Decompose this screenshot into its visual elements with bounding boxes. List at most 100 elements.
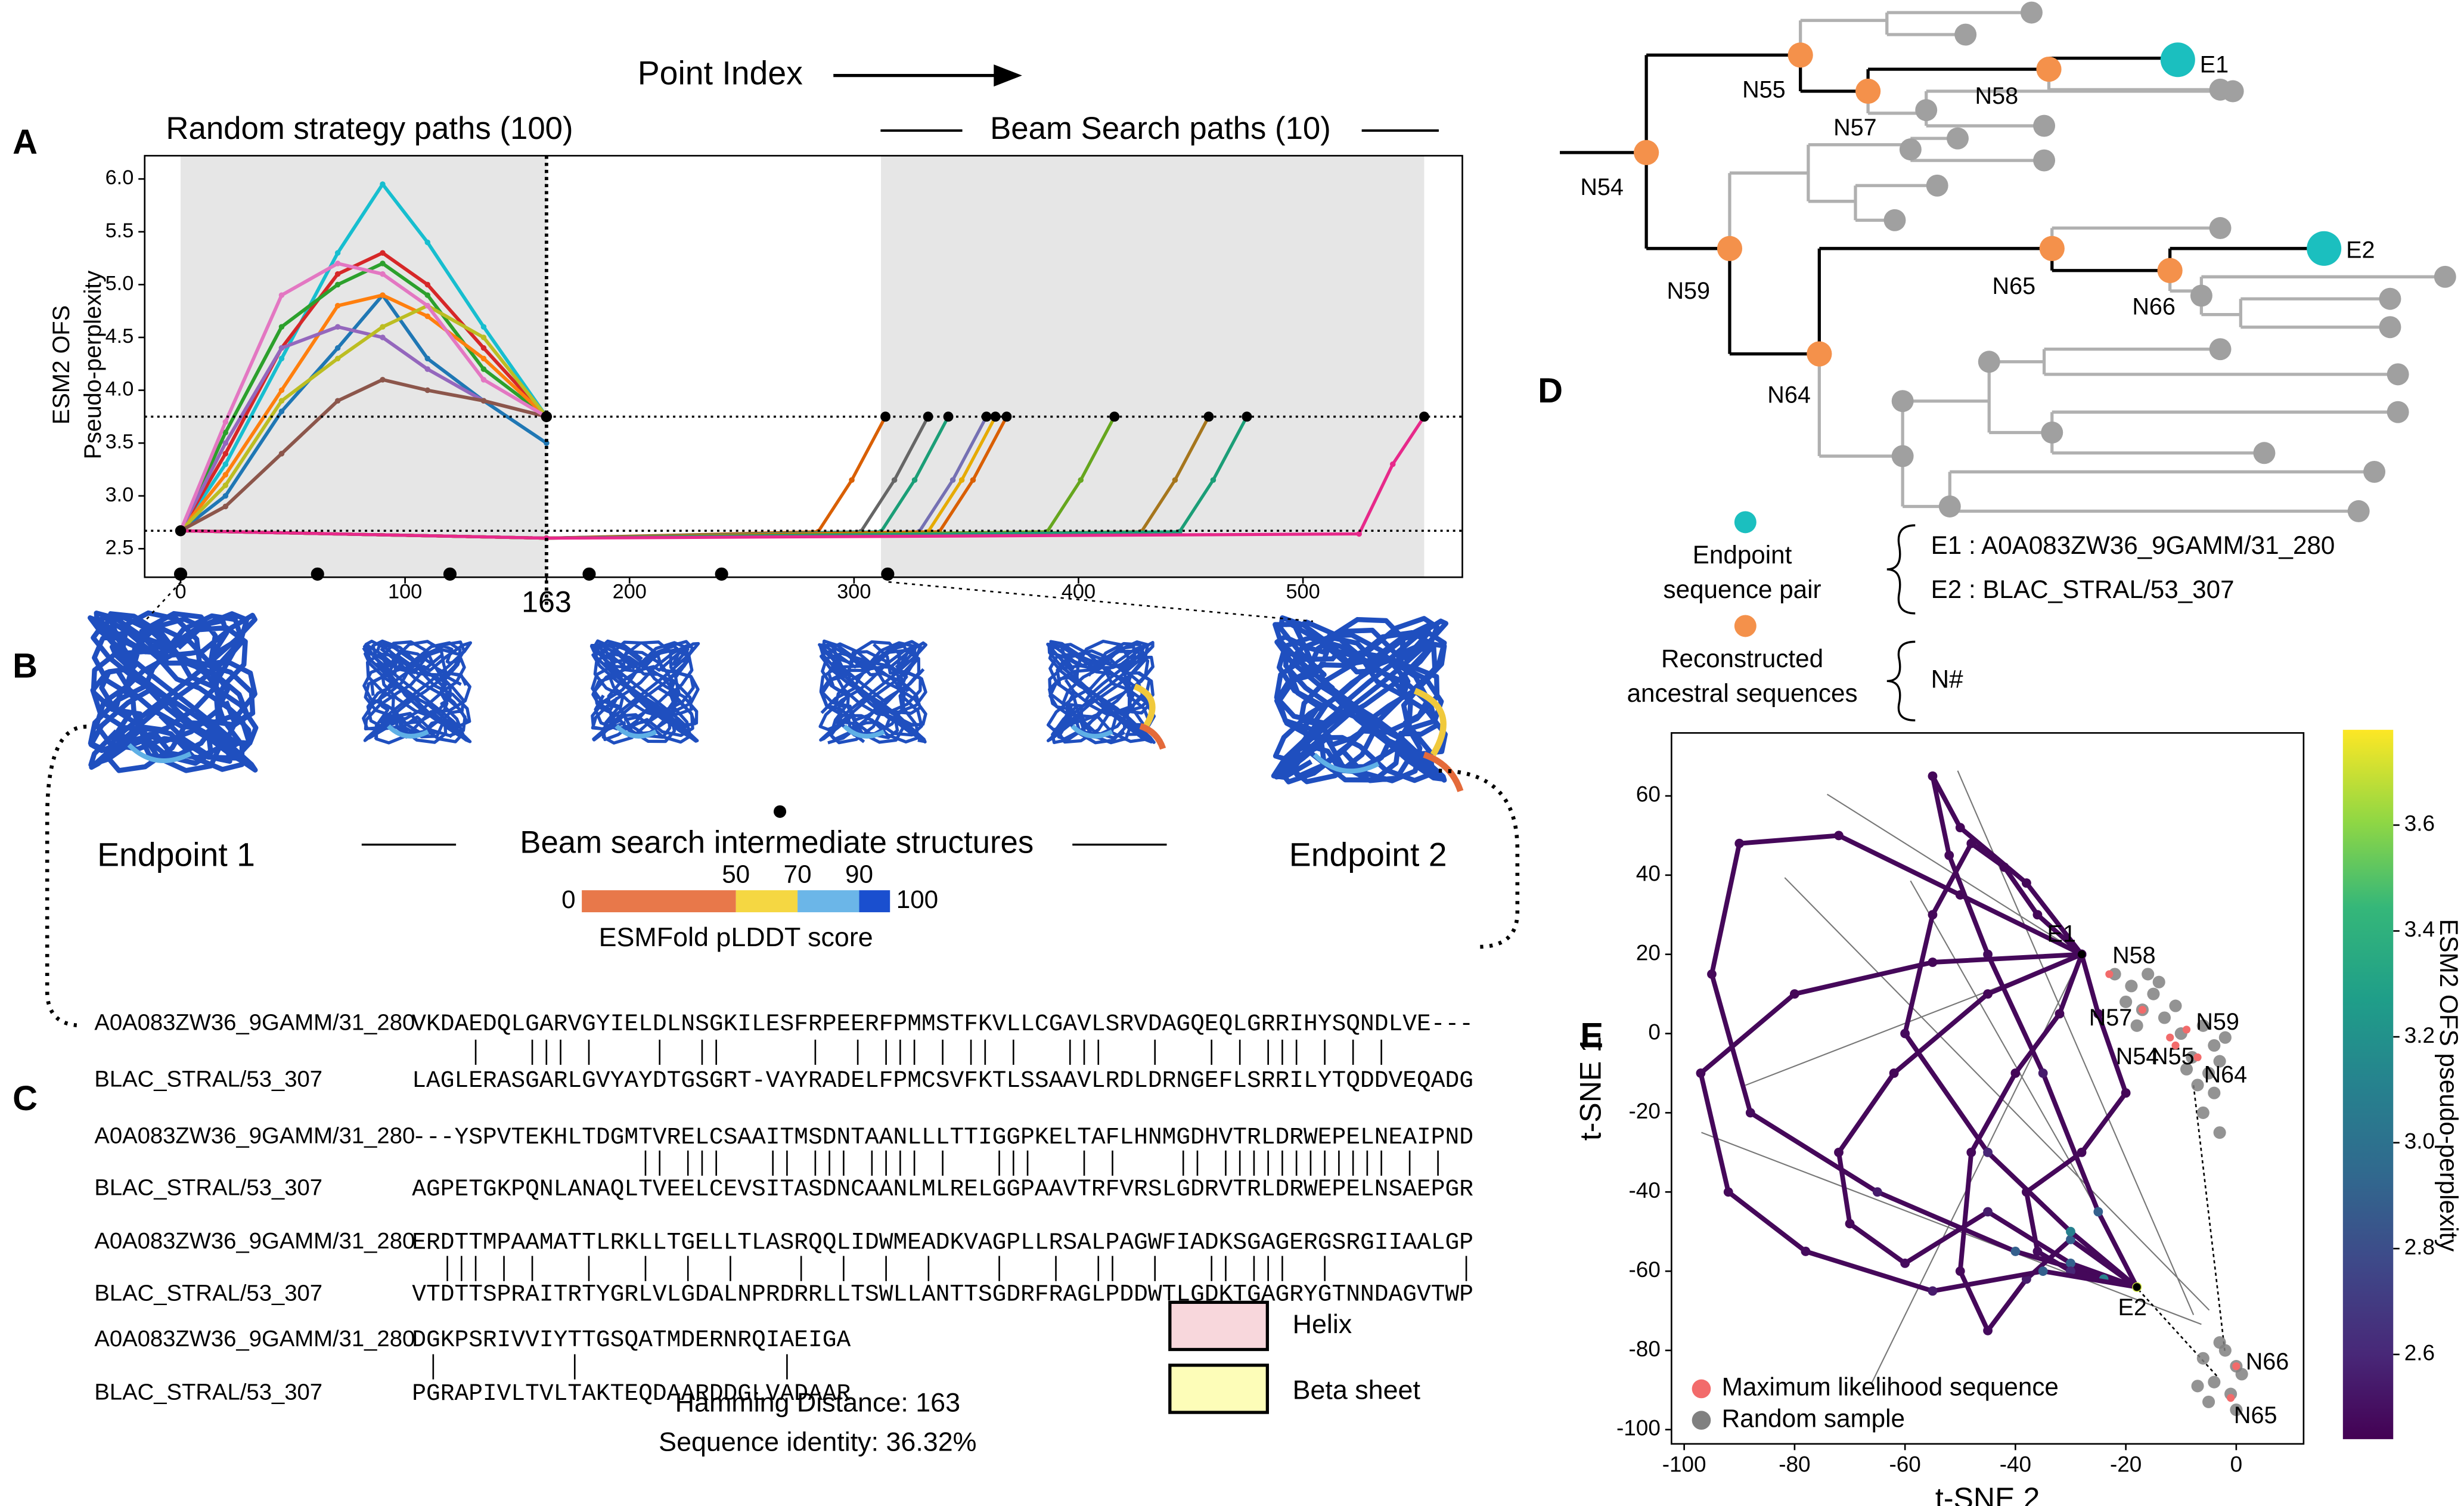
sequence: DGKPSRIVVIYTTGSQATMDERNRQIAEIGA (412, 1327, 851, 1353)
y-tick-label: 6.0 (105, 166, 134, 189)
colorbar-tick-label: 3.4 (2404, 917, 2435, 941)
node-label: N54 (1580, 174, 1624, 200)
trajectory-point (1845, 1219, 1855, 1229)
sequence: AGPETGKPQNLANAQLTVEELCEVSITASDNCAANLMLRE… (412, 1176, 1473, 1203)
series-point (849, 477, 855, 483)
structure-point (881, 567, 895, 581)
connector (45, 724, 87, 1028)
y-tick-label: -100 (1616, 1416, 1661, 1440)
random-point (2213, 1126, 2226, 1139)
random-point (2169, 999, 2182, 1012)
trajectory-point (1834, 1147, 1844, 1157)
sequence-name: A0A083ZW36_9GAMM/31_280 (94, 1326, 415, 1352)
hamming: Hamming Distance: 163 (675, 1387, 960, 1418)
trajectory-point (1900, 1028, 1910, 1039)
random-point (2202, 1067, 2215, 1080)
series-point (480, 334, 487, 340)
y-tick-label: 3.5 (105, 430, 134, 453)
series-point (334, 324, 341, 330)
node-key: N# (1931, 665, 1963, 693)
y-tick-label: 5.0 (105, 272, 134, 295)
series-point (278, 387, 285, 393)
beam-endpoint (923, 411, 933, 422)
trajectory-point (1983, 1147, 1993, 1157)
node-label: N57 (1833, 114, 1877, 141)
protein-structure (818, 639, 927, 745)
plddt-tick: 100 (896, 885, 938, 913)
series-point (334, 303, 341, 309)
series-point (1356, 531, 1362, 537)
colorbar-tick-label: 3.6 (2404, 811, 2435, 836)
series-point (1078, 477, 1084, 483)
series-line (179, 325, 547, 532)
intermediate-label: Beam search intermediate structures (520, 825, 1034, 860)
series-point (424, 239, 431, 246)
plot-frame (144, 154, 1463, 578)
legend-label: ancestral sequences (1627, 679, 1858, 707)
node-label: E1 (2200, 51, 2229, 78)
series-point (1210, 477, 1217, 483)
trajectory-point (1955, 823, 1965, 833)
series-point (380, 377, 386, 383)
point-label: N57 (2089, 1005, 2133, 1031)
y-title: ESM2 OFS (48, 305, 75, 424)
x-title: t-SNE 2 (1935, 1482, 2040, 1506)
legend-marker (1734, 615, 1757, 637)
alignment: A0A083ZW36_9GAMM/31_280VKDAEDQLGARVGYIEL… (94, 1010, 1473, 1407)
protein-highlight (1423, 751, 1464, 792)
panel-label: A (13, 123, 38, 162)
series-point (278, 451, 285, 457)
protein-structure (1271, 615, 1449, 785)
brace (1886, 524, 1916, 615)
series-line (179, 293, 548, 532)
trajectory-point (2010, 1068, 2021, 1078)
trajectory-point (1928, 910, 1938, 920)
series-point (222, 451, 229, 457)
random-point (2191, 1079, 2204, 1092)
random-point (2196, 1106, 2209, 1119)
legend-label: Beta sheet (1293, 1375, 1421, 1405)
ml-point (2138, 1006, 2147, 1014)
tree-branch (1729, 11, 2446, 513)
series-line (179, 303, 548, 532)
beam-endpoint (1419, 411, 1429, 422)
ml-point (2166, 1033, 2174, 1042)
shaded-region (881, 156, 1425, 578)
dot (773, 805, 787, 818)
x-tick-label: -40 (2000, 1452, 2031, 1476)
endpoint-node (2307, 231, 2342, 266)
trajectory-point (1834, 831, 1844, 841)
trajectory-point (1696, 1068, 1706, 1078)
random-point (2208, 1039, 2221, 1052)
random-point (2202, 1395, 2215, 1408)
x-tick-label: -100 (1662, 1452, 1706, 1476)
protein-structure (589, 639, 700, 745)
arrow-head (994, 64, 1022, 87)
plddt-tick: 90 (845, 860, 873, 888)
trajectory-point (1955, 1266, 1965, 1276)
colorbar-tick-label: 2.8 (2404, 1235, 2435, 1259)
trajectory-point (1745, 1108, 1755, 1118)
tree-legend: Endpoint sequence pair Reconstructed anc… (1627, 541, 1858, 707)
y-title: Pseudo-perplexity (80, 270, 106, 459)
y-tick-label: 0 (1648, 1020, 1661, 1044)
trajectory-point (2032, 1247, 2043, 1256)
series-point (380, 250, 386, 256)
panel-label: B (13, 647, 38, 686)
trajectory-point (1999, 862, 2009, 872)
x-tick-label: 500 (1286, 581, 1320, 603)
series-point (222, 492, 229, 499)
series-point (480, 398, 487, 404)
x-tick-label: -20 (2110, 1452, 2142, 1476)
series-point (222, 440, 229, 446)
series-point (278, 355, 285, 362)
endpoint (2133, 1283, 2141, 1291)
random-point (2191, 1380, 2204, 1393)
random-point (2158, 1011, 2171, 1024)
series-point (334, 345, 341, 351)
series-point (278, 292, 285, 298)
series-line (179, 377, 547, 532)
trajectory-point (2121, 1088, 2131, 1098)
node-label: N64 (1767, 382, 1811, 408)
